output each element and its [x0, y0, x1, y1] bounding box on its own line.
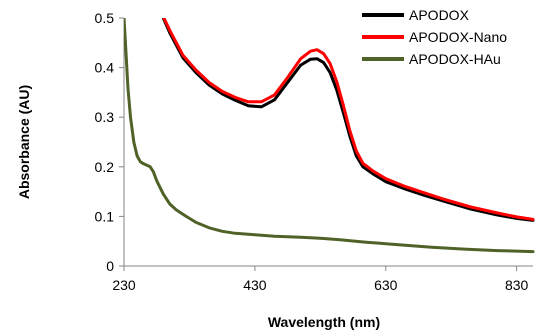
x-axis-title: Wavelength (nm) — [268, 314, 380, 330]
axes: 0 0.1 0.2 0.3 0.4 0.5 230 430 630 830 — [95, 10, 533, 293]
y-axis-title: Absorbance (AU) — [16, 85, 32, 199]
series-line-1 — [161, 18, 535, 222]
x-tick-label: 430 — [243, 277, 267, 293]
series-line-2 — [162, 18, 535, 221]
x-tick-label: 230 — [112, 277, 136, 293]
y-tick-label: 0.3 — [95, 109, 115, 125]
legend-label-3: APODOX-HAu — [409, 51, 501, 67]
x-tick-label: 830 — [505, 277, 529, 293]
series-layer — [124, 18, 535, 254]
y-tick-label: 0 — [106, 258, 114, 274]
legend: APODOX APODOX-Nano APODOX-HAu — [362, 7, 507, 67]
legend-label-2: APODOX-Nano — [409, 29, 507, 45]
x-tick-label: 630 — [374, 277, 398, 293]
y-tick-label: 0.2 — [95, 159, 115, 175]
y-tick-label: 0.5 — [95, 10, 115, 26]
series-line-3 — [124, 18, 535, 254]
y-tick-label: 0.1 — [95, 208, 115, 224]
y-tick-label: 0.4 — [95, 60, 115, 76]
legend-label-1: APODOX — [409, 7, 470, 23]
